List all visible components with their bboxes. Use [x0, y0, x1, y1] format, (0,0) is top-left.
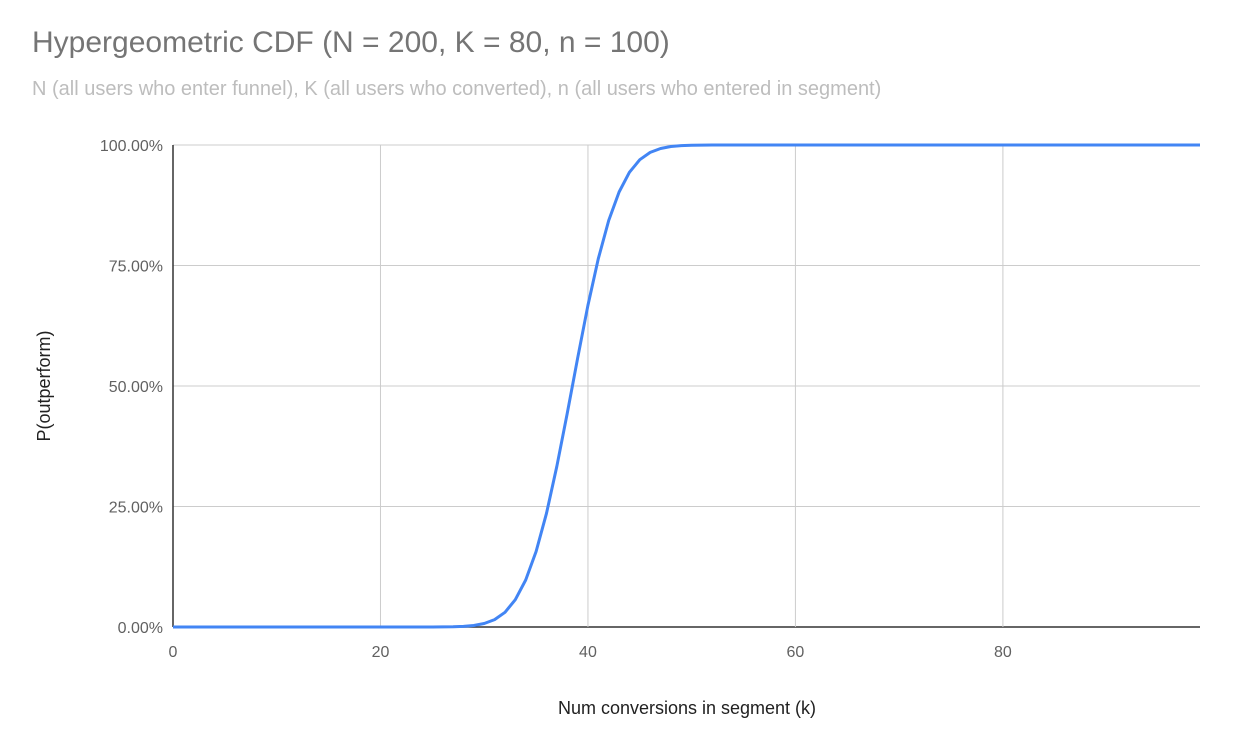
x-axis-label: Num conversions in segment (k) [558, 698, 816, 718]
chart-subtitle: N (all users who enter funnel), K (all u… [32, 78, 882, 100]
y-tick-label: 75.00% [109, 259, 163, 276]
x-tick-label: 20 [372, 644, 390, 661]
cdf-series-line [173, 143, 1200, 629]
y-tick-label: 50.00% [109, 379, 163, 396]
y-tick-label: 0.00% [118, 620, 163, 637]
y-axis-label: P(outperform) [34, 330, 54, 441]
chart-title: Hypergeometric CDF (N = 200, K = 80, n =… [32, 26, 670, 59]
x-tick-label: 0 [169, 644, 178, 661]
y-tick-label: 100.00% [100, 138, 163, 155]
x-tick-label: 80 [994, 644, 1012, 661]
x-tick-label: 40 [579, 644, 597, 661]
y-tick-label: 25.00% [109, 500, 163, 517]
x-tick-label: 60 [787, 644, 805, 661]
